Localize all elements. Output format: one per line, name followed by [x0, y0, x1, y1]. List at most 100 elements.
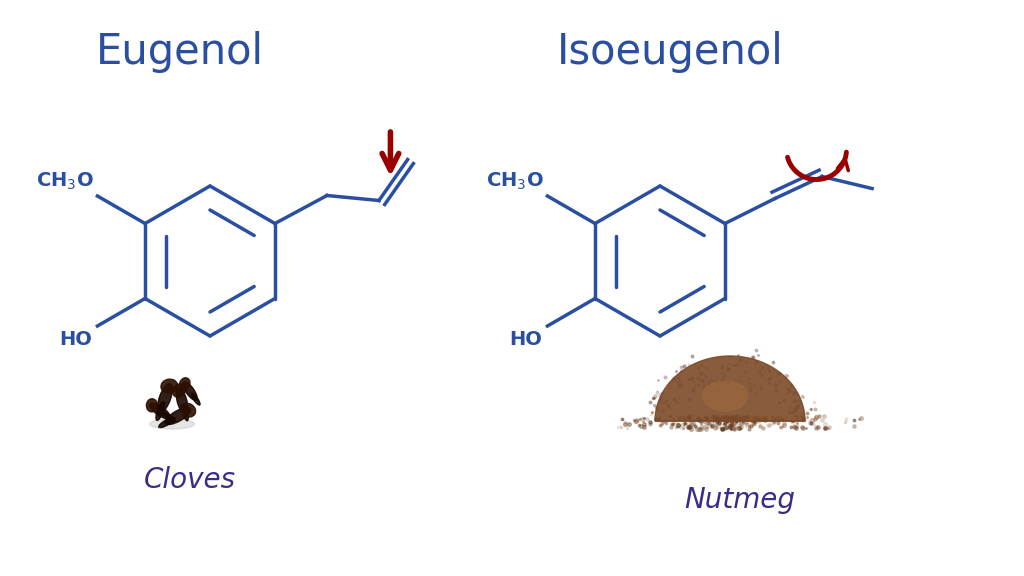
Point — [725, 415, 741, 425]
Point — [677, 418, 693, 427]
Point — [745, 380, 762, 389]
Point — [720, 364, 736, 373]
Point — [788, 421, 805, 430]
Ellipse shape — [159, 418, 175, 427]
Point — [781, 386, 798, 396]
Point — [713, 415, 729, 424]
Point — [724, 417, 740, 426]
Point — [719, 414, 735, 423]
Point — [715, 415, 731, 424]
Point — [693, 424, 710, 433]
Point — [733, 377, 750, 386]
Point — [741, 424, 758, 433]
Point — [744, 352, 761, 361]
Point — [739, 412, 756, 422]
Point — [787, 411, 804, 420]
Point — [725, 414, 741, 423]
Point — [738, 412, 755, 421]
Point — [621, 420, 637, 429]
Point — [698, 419, 715, 428]
Point — [723, 415, 739, 425]
Point — [733, 422, 750, 431]
Point — [685, 386, 701, 395]
Text: HO: HO — [510, 330, 543, 349]
Point — [673, 367, 689, 376]
Point — [802, 404, 818, 414]
Point — [723, 424, 739, 433]
Point — [715, 412, 731, 422]
Point — [673, 362, 689, 372]
Point — [669, 372, 685, 381]
Point — [810, 422, 826, 431]
Point — [721, 422, 737, 431]
Point — [746, 414, 763, 423]
Point — [706, 412, 722, 422]
Point — [683, 419, 699, 429]
Point — [741, 382, 758, 391]
Point — [727, 411, 743, 420]
Point — [734, 412, 751, 421]
Point — [749, 414, 765, 423]
Point — [720, 412, 736, 422]
Point — [717, 412, 733, 422]
Point — [711, 419, 727, 428]
Point — [795, 413, 811, 422]
Point — [677, 418, 693, 427]
Point — [737, 358, 754, 367]
Point — [631, 420, 647, 429]
Text: CH$_3$O: CH$_3$O — [36, 170, 93, 192]
Point — [713, 414, 729, 423]
Point — [724, 415, 740, 424]
Point — [771, 415, 787, 425]
Point — [636, 419, 652, 429]
Point — [657, 396, 674, 406]
Point — [766, 418, 782, 427]
Point — [741, 422, 758, 431]
Point — [627, 417, 643, 426]
Point — [725, 422, 741, 431]
Point — [671, 381, 687, 390]
Point — [699, 377, 716, 386]
Ellipse shape — [183, 382, 197, 400]
Point — [689, 363, 706, 372]
Point — [665, 414, 681, 423]
Point — [765, 415, 781, 425]
Ellipse shape — [180, 403, 196, 417]
Point — [794, 410, 810, 419]
Point — [733, 413, 750, 422]
Point — [693, 420, 710, 429]
Point — [726, 423, 742, 433]
Point — [805, 420, 821, 429]
Point — [634, 414, 650, 423]
Point — [745, 419, 762, 428]
Point — [741, 373, 758, 382]
Point — [801, 416, 817, 425]
Point — [654, 389, 671, 398]
Point — [739, 412, 756, 421]
Point — [737, 419, 754, 429]
Point — [666, 373, 682, 382]
Point — [779, 389, 796, 398]
Point — [669, 397, 685, 406]
Ellipse shape — [182, 404, 188, 420]
Point — [769, 419, 785, 428]
Point — [741, 385, 758, 395]
Point — [700, 416, 717, 425]
Point — [775, 395, 792, 404]
Point — [735, 416, 752, 426]
Point — [721, 419, 737, 428]
Point — [657, 418, 674, 427]
Point — [720, 358, 736, 367]
Point — [685, 382, 701, 392]
Point — [628, 416, 644, 426]
Point — [693, 422, 710, 431]
Point — [768, 385, 784, 395]
Point — [746, 361, 763, 370]
Point — [654, 418, 671, 427]
Point — [695, 379, 712, 388]
Point — [671, 420, 687, 430]
Point — [775, 422, 792, 431]
Point — [636, 423, 652, 432]
Point — [705, 411, 721, 420]
Point — [766, 417, 782, 426]
